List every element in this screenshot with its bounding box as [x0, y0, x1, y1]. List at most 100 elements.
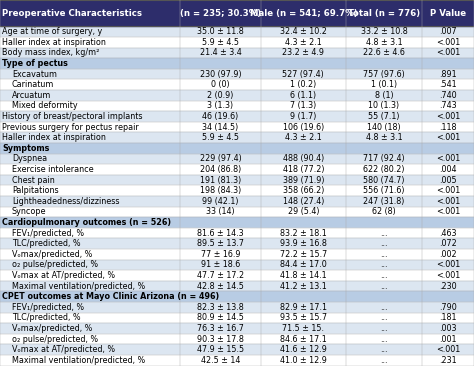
Text: Arcuatum: Arcuatum: [12, 91, 51, 100]
Text: Symptoms: Symptoms: [2, 144, 50, 153]
Text: .891: .891: [439, 70, 457, 79]
Text: Syncope: Syncope: [12, 208, 46, 216]
Text: 717 (92.4): 717 (92.4): [363, 154, 405, 163]
Bar: [0, 185, 474, 196]
Text: 93.5 ± 15.7: 93.5 ± 15.7: [280, 313, 327, 322]
Text: ...: ...: [380, 239, 388, 248]
Text: <.001: <.001: [436, 271, 460, 280]
Text: 82.9 ± 17.1: 82.9 ± 17.1: [280, 303, 327, 312]
Text: 389 (71.9): 389 (71.9): [283, 176, 324, 184]
Text: Haller index at inspiration: Haller index at inspiration: [2, 133, 106, 142]
Text: 42.5 ± 14: 42.5 ± 14: [201, 356, 240, 365]
Bar: [0, 132, 474, 143]
Text: o₂ pulse/predicted, %: o₂ pulse/predicted, %: [12, 335, 98, 344]
Text: Preoperative Characteristics: Preoperative Characteristics: [2, 9, 142, 18]
Text: 8 (1): 8 (1): [374, 91, 393, 100]
Text: Vₒmax at AT/predicted, %: Vₒmax at AT/predicted, %: [12, 345, 115, 354]
Text: .740: .740: [439, 91, 457, 100]
Text: .541: .541: [439, 80, 457, 89]
Text: 580 (74.7): 580 (74.7): [363, 176, 405, 184]
Text: 4.8 ± 3.1: 4.8 ± 3.1: [365, 133, 402, 142]
Text: 82.3 ± 13.8: 82.3 ± 13.8: [197, 303, 244, 312]
Text: <.001: <.001: [436, 208, 460, 216]
Bar: [0, 323, 474, 334]
Text: .118: .118: [439, 123, 456, 131]
Bar: [0, 281, 474, 291]
Text: 1 (0.2): 1 (0.2): [290, 80, 317, 89]
Bar: [0, 291, 474, 302]
Text: 23.2 ± 4.9: 23.2 ± 4.9: [283, 48, 324, 57]
Text: 4.8 ± 3.1: 4.8 ± 3.1: [365, 38, 402, 47]
Text: 5.9 ± 4.5: 5.9 ± 4.5: [202, 133, 239, 142]
Bar: [0, 217, 474, 228]
Text: 2 (0.9): 2 (0.9): [207, 91, 234, 100]
Bar: [0, 69, 474, 79]
Text: 77 ± 16.9: 77 ± 16.9: [201, 250, 240, 259]
Text: 33 (14): 33 (14): [206, 208, 235, 216]
Text: .230: .230: [439, 281, 457, 291]
Text: ...: ...: [380, 303, 388, 312]
Text: Excavatum: Excavatum: [12, 70, 57, 79]
Text: Carinatum: Carinatum: [12, 80, 54, 89]
Text: .181: .181: [439, 313, 456, 322]
Text: 7 (1.3): 7 (1.3): [290, 101, 317, 110]
Text: Vₒmax/predicted, %: Vₒmax/predicted, %: [12, 250, 92, 259]
Text: ...: ...: [380, 281, 388, 291]
Text: 34 (14.5): 34 (14.5): [202, 123, 238, 131]
Text: Palpitations: Palpitations: [12, 186, 58, 195]
Text: 76.3 ± 16.7: 76.3 ± 16.7: [197, 324, 244, 333]
Bar: [0, 302, 474, 313]
Text: Body mass index, kg/m²: Body mass index, kg/m²: [2, 48, 100, 57]
Text: <.001: <.001: [436, 48, 460, 57]
Text: 81.6 ± 14.3: 81.6 ± 14.3: [197, 228, 244, 238]
Text: 418 (77.2): 418 (77.2): [283, 165, 324, 174]
Bar: [0, 90, 474, 101]
Text: FEV₁/predicted, %: FEV₁/predicted, %: [12, 228, 84, 238]
Text: 72.2 ± 15.7: 72.2 ± 15.7: [280, 250, 327, 259]
Text: ...: ...: [380, 335, 388, 344]
Text: 41.6 ± 12.9: 41.6 ± 12.9: [280, 345, 327, 354]
Text: 47.7 ± 17.2: 47.7 ± 17.2: [197, 271, 244, 280]
Bar: [0, 355, 474, 366]
Text: Exercise intolerance: Exercise intolerance: [12, 165, 93, 174]
Bar: [0, 37, 474, 48]
Text: 6 (1.1): 6 (1.1): [290, 91, 317, 100]
Text: 9 (1.7): 9 (1.7): [290, 112, 317, 121]
Text: ...: ...: [380, 260, 388, 269]
Text: Mixed deformity: Mixed deformity: [12, 101, 77, 110]
Text: 93.9 ± 16.8: 93.9 ± 16.8: [280, 239, 327, 248]
Text: 229 (97.4): 229 (97.4): [200, 154, 241, 163]
Text: ...: ...: [380, 345, 388, 354]
Text: 622 (80.2): 622 (80.2): [363, 165, 405, 174]
Bar: [0, 259, 474, 270]
Text: 5.9 ± 4.5: 5.9 ± 4.5: [202, 38, 239, 47]
Bar: [0, 111, 474, 122]
Bar: [0, 164, 474, 175]
Bar: [0, 344, 474, 355]
Text: 41.0 ± 12.9: 41.0 ± 12.9: [280, 356, 327, 365]
Text: Maximal ventilation/predicted, %: Maximal ventilation/predicted, %: [12, 356, 145, 365]
Text: Vₒmax at AT/predicted, %: Vₒmax at AT/predicted, %: [12, 271, 115, 280]
Text: .001: .001: [439, 335, 456, 344]
Text: 247 (31.8): 247 (31.8): [363, 197, 405, 206]
Text: 41.2 ± 13.1: 41.2 ± 13.1: [280, 281, 327, 291]
Text: 0 (0): 0 (0): [211, 80, 230, 89]
Text: 55 (7.1): 55 (7.1): [368, 112, 400, 121]
Bar: [0, 154, 474, 164]
Text: 10 (1.3): 10 (1.3): [368, 101, 400, 110]
Text: 91 ± 18.6: 91 ± 18.6: [201, 260, 240, 269]
Text: <.001: <.001: [436, 197, 460, 206]
Text: 29 (5.4): 29 (5.4): [288, 208, 319, 216]
Text: 89.5 ± 13.7: 89.5 ± 13.7: [197, 239, 244, 248]
Bar: [0, 79, 474, 90]
Text: 99 (42.1): 99 (42.1): [202, 197, 239, 206]
Bar: [0, 175, 474, 185]
Text: Maximal ventilation/predicted, %: Maximal ventilation/predicted, %: [12, 281, 145, 291]
Text: ...: ...: [380, 228, 388, 238]
Text: .003: .003: [439, 324, 456, 333]
Text: Haller index at inspiration: Haller index at inspiration: [2, 38, 106, 47]
Text: <.001: <.001: [436, 186, 460, 195]
Text: <.001: <.001: [436, 260, 460, 269]
Bar: [0, 48, 474, 58]
Text: 198 (84.3): 198 (84.3): [200, 186, 241, 195]
